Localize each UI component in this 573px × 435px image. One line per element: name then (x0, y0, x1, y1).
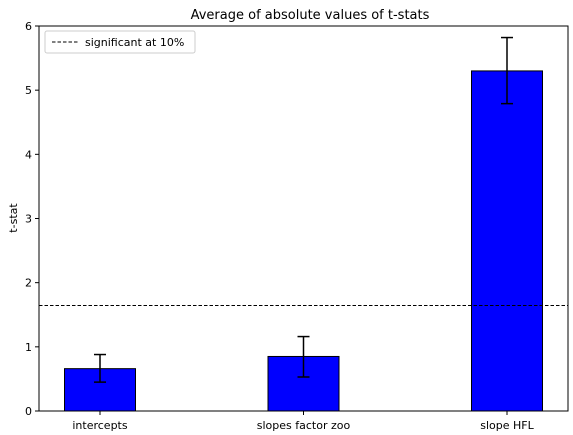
y-tick-label-6: 6 (25, 20, 32, 33)
x-tick-label-2: slope HFL (480, 419, 534, 432)
y-tick-label-5: 5 (25, 84, 32, 97)
chart-title: Average of absolute values of t-stats (191, 8, 430, 23)
x-tick-label-1: slopes factor zoo (257, 419, 351, 432)
y-tick-label-4: 4 (25, 148, 32, 161)
y-tick-label-0: 0 (25, 405, 32, 418)
y-axis-label: t-stat (7, 203, 20, 233)
y-tick-label-1: 1 (25, 341, 32, 354)
x-tick-label-0: intercepts (72, 419, 128, 432)
legend: significant at 10% (44, 30, 196, 54)
y-tick-label-3: 3 (25, 213, 32, 226)
legend-frame (44, 30, 196, 54)
legend-label-significant: significant at 10% (85, 36, 184, 49)
plot-area: 0 1 2 3 4 5 6 intercepts slopes factor zoo slope … (25, 20, 569, 432)
y-tick-label-2: 2 (25, 277, 32, 290)
bar-2 (471, 70, 543, 412)
